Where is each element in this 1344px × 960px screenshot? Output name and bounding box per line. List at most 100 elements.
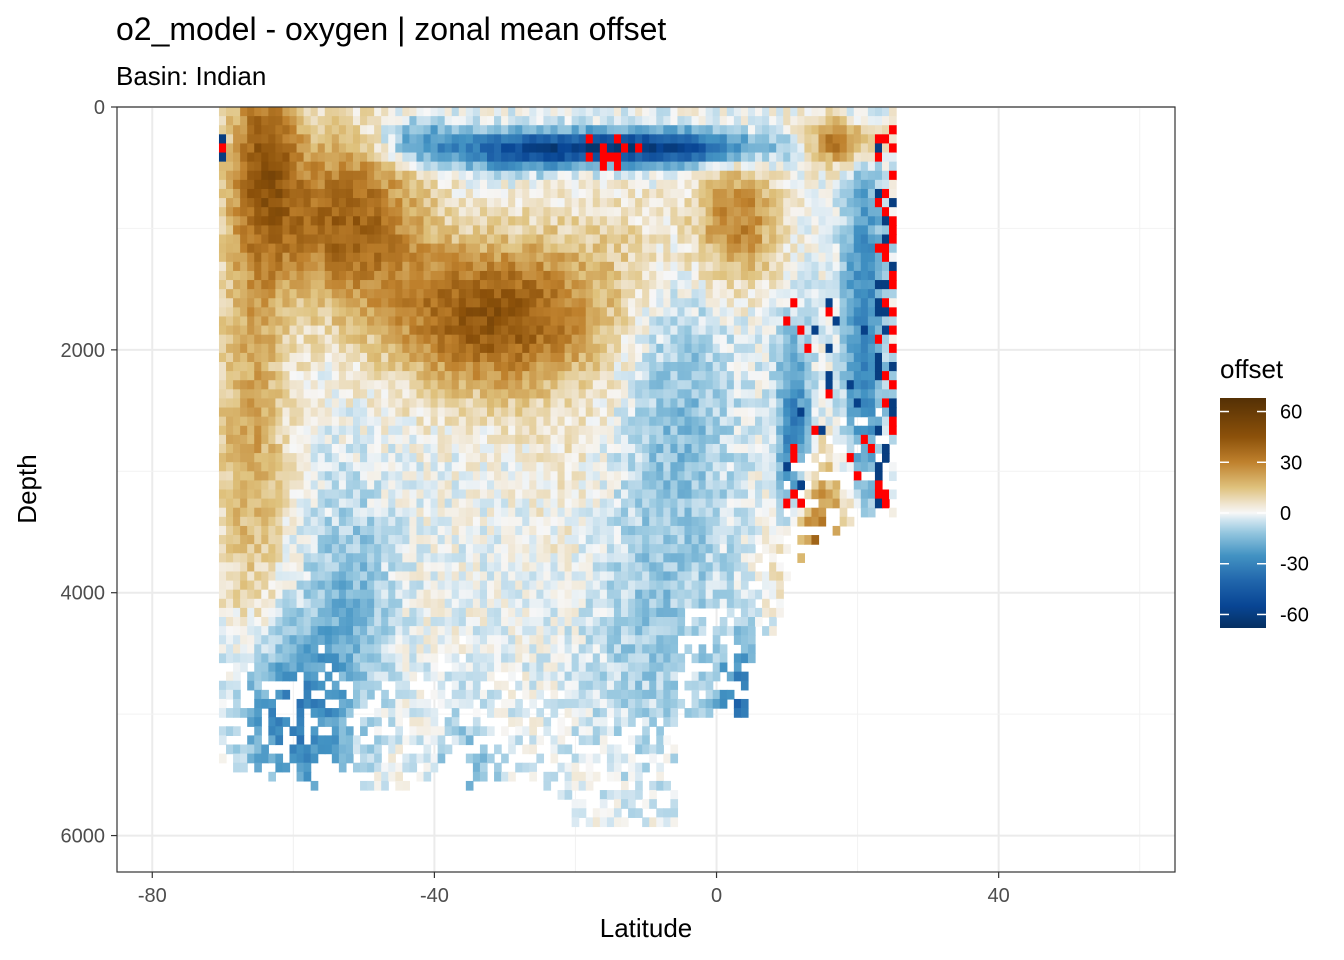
heatmap-cell: [621, 352, 629, 363]
heatmap-cell: [360, 325, 368, 336]
heatmap-cell: [254, 352, 262, 363]
heatmap-cell: [416, 216, 425, 226]
heatmap-cell: [501, 325, 509, 336]
heatmap-cell: [642, 161, 650, 172]
heatmap-cell: [501, 653, 509, 664]
heatmap-cell: [360, 234, 368, 245]
heatmap-cell: [324, 343, 333, 354]
heatmap-cell: [494, 589, 502, 600]
heatmap-cell: [296, 635, 305, 645]
heatmap-cell: [698, 352, 707, 363]
heatmap-cell: [515, 225, 523, 236]
heatmap-cell: [289, 116, 298, 126]
heatmap-cell: [444, 598, 453, 609]
heatmap-cell: [613, 398, 622, 409]
heatmap-cell: [409, 152, 418, 163]
heatmap-cell: [240, 635, 248, 645]
heatmap-cell: [515, 653, 523, 664]
heatmap-cell: [324, 653, 333, 664]
heatmap-cell: [226, 471, 234, 481]
heatmap-cell: [430, 289, 439, 299]
heatmap-cell: [268, 753, 276, 764]
heatmap-cell: [374, 708, 382, 718]
heatmap-cell: [437, 407, 446, 418]
heatmap-cell: [296, 525, 305, 536]
heatmap-cell: [613, 662, 622, 673]
heatmap-cell: [247, 362, 255, 372]
heatmap-cell: [691, 480, 700, 491]
heatmap-cell: [402, 371, 411, 381]
heatmap-cell: [656, 143, 664, 154]
heatmap-cell: [437, 535, 446, 545]
heatmap-cell: [458, 116, 467, 126]
heatmap-cell: [416, 116, 425, 126]
heatmap-cell: [423, 170, 432, 181]
heatmap-cell: [345, 635, 354, 645]
heatmap-cell: [261, 443, 269, 454]
heatmap-cell: [677, 225, 686, 236]
heatmap-cell: [310, 617, 319, 627]
heatmap-cell: [218, 307, 227, 318]
heatmap-cell: [529, 407, 537, 418]
heatmap-cell: [345, 453, 354, 463]
heatmap-cell: [599, 580, 608, 591]
heatmap-cell: [578, 289, 587, 299]
heatmap-cell: [338, 553, 347, 563]
heatmap-cell: [515, 280, 523, 290]
heatmap-cell: [388, 662, 396, 673]
heatmap-cell: [261, 134, 269, 145]
heatmap-cell: [360, 134, 368, 145]
heatmap-cell: [529, 626, 537, 636]
heatmap-cell: [691, 389, 700, 400]
heatmap-cell: [395, 161, 403, 172]
heatmap-cell: [712, 598, 721, 609]
heatmap-cell: [451, 334, 460, 345]
heatmap-cell: [324, 735, 333, 746]
heatmap-cell: [479, 270, 488, 281]
heatmap-cell: [360, 371, 368, 381]
heatmap-cell: [698, 553, 707, 563]
heatmap-cell: [423, 589, 432, 600]
heatmap-cell: [472, 243, 481, 254]
heatmap-cell: [550, 589, 559, 600]
heatmap-cell: [543, 125, 552, 135]
heatmap-cell: [275, 480, 284, 491]
heatmap-cell: [381, 644, 389, 655]
heatmap-cell: [218, 535, 227, 545]
heatmap-cell: [578, 161, 587, 172]
heatmap-cell: [458, 107, 467, 117]
heatmap-cell: [663, 462, 671, 472]
heatmap-cell: [621, 298, 629, 308]
heatmap-cell: [430, 753, 439, 764]
heatmap-cell: [423, 334, 432, 345]
heatmap-cell: [494, 252, 502, 263]
heatmap-cell: [543, 771, 552, 782]
heatmap-cell: [296, 362, 305, 372]
heatmap-cell: [691, 443, 700, 454]
heatmap-cell: [571, 562, 580, 573]
heatmap-cell: [310, 398, 319, 409]
heatmap-cell: [324, 325, 333, 336]
heatmap-cell: [423, 252, 432, 263]
heatmap-cell: [613, 407, 622, 418]
heatmap-cell: [268, 480, 276, 491]
heatmap-cell: [529, 535, 537, 545]
heatmap-cell: [416, 161, 425, 172]
heatmap-cell: [557, 607, 566, 618]
heatmap-cell: [458, 252, 467, 263]
heatmap-cell: [613, 434, 622, 445]
heatmap-cell: [557, 680, 566, 691]
heatmap-cell: [628, 480, 636, 491]
heatmap-cell: [388, 434, 396, 445]
heatmap-cell: [338, 762, 347, 773]
heatmap-cell: [599, 425, 608, 436]
heatmap-cell: [240, 307, 248, 318]
heatmap-cell: [296, 234, 305, 245]
heatmap-cell: [628, 343, 636, 354]
heatmap-cell: [423, 562, 432, 573]
heatmap-cell: [684, 143, 693, 154]
heatmap-cell: [543, 489, 552, 500]
heatmap-cell: [233, 607, 241, 618]
heatmap-cell: [430, 298, 439, 308]
heatmap-cell: [670, 134, 679, 145]
